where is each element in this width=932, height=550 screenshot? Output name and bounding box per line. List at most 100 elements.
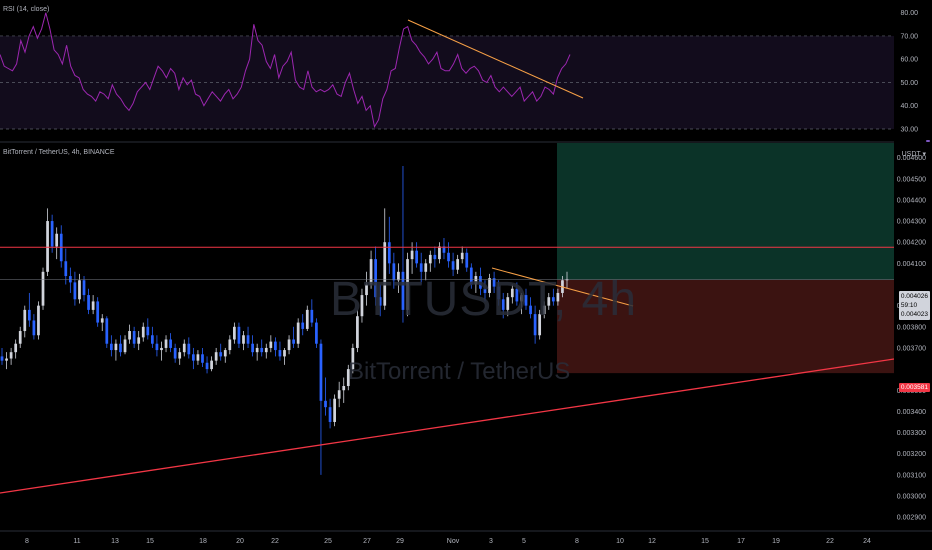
rsi-axis[interactable]: 80.00 70.00 60.00 50.00 40.00 30.00 [900, 10, 918, 133]
candle-body [214, 352, 218, 361]
candle-body [23, 309, 27, 332]
candle-body [73, 282, 77, 300]
candle-body [242, 335, 245, 344]
candle-body [383, 242, 387, 306]
candle-body [406, 259, 409, 310]
candle-body [474, 276, 478, 285]
time-tick-label: 15 [701, 538, 709, 545]
time-tick-label: Nov [447, 538, 460, 545]
candle-body [424, 263, 428, 272]
candle-body [333, 398, 336, 422]
currency-value: USDT [901, 151, 921, 158]
candle-body [401, 271, 405, 310]
candle-body [492, 278, 496, 287]
candle-body [538, 314, 542, 336]
candle-body [542, 305, 546, 315]
time-tick-label: 10 [616, 538, 624, 545]
time-tick-label: 8 [25, 538, 29, 545]
symbol-title[interactable]: BitTorrent / TetherUS, 4h, BINANCE [3, 149, 115, 156]
candle-body [18, 331, 22, 344]
candle-body [55, 233, 59, 247]
rsi-line-group [0, 12, 571, 129]
candle-body [479, 276, 482, 289]
time-tick-label: 18 [199, 538, 207, 545]
current-price-value: 0.004026 [900, 293, 928, 300]
candles [0, 166, 569, 475]
candle-body [397, 271, 400, 281]
candle-body [32, 320, 36, 336]
candle-body [123, 339, 127, 353]
candle-body [360, 295, 364, 317]
candle-body [497, 286, 501, 300]
candle-body [296, 322, 300, 344]
candle-body [433, 254, 437, 260]
candle-body [128, 331, 131, 340]
candle-body [228, 339, 232, 351]
price-tick-label: 0.004400 [897, 197, 926, 204]
support-trendline[interactable] [0, 358, 895, 494]
current-price-tag: 0.004026 59:10 0.004023 [898, 291, 930, 320]
drawings [0, 246, 895, 494]
candle-body [356, 316, 359, 348]
candle-body [201, 354, 204, 363]
rsi-line [0, 12, 571, 129]
rsi-tick-label: 30.00 [900, 127, 918, 134]
rsi-tick-label: 70.00 [900, 33, 918, 40]
candle-body [182, 343, 186, 353]
candle-body [337, 390, 341, 399]
candle-body [82, 280, 86, 296]
bar-countdown: 59:10 [900, 302, 918, 309]
time-tick-label: 19 [772, 538, 780, 545]
candle-body [287, 339, 291, 351]
candle-body [415, 250, 419, 264]
candle-body [50, 221, 54, 247]
rsi-trendline[interactable] [407, 19, 584, 99]
candle-body [173, 347, 177, 359]
candle-body [342, 386, 346, 391]
rsi-tick-label: 80.00 [900, 10, 918, 17]
candle-body [483, 288, 487, 293]
stop-loss-zone[interactable] [557, 279, 894, 374]
candle-body [438, 246, 441, 260]
candle-body [246, 335, 250, 344]
candle-body [501, 299, 505, 310]
candle-body [251, 343, 254, 353]
candle-body [551, 297, 555, 302]
time-tick-label: 29 [396, 538, 404, 545]
candle-body [109, 343, 113, 351]
rsi-levels [0, 35, 894, 130]
candle-body [91, 301, 95, 310]
price-axis[interactable]: 0.004600 0.004500 0.004400 0.004300 0.004200… [894, 143, 932, 530]
candle-body [369, 259, 373, 285]
candle-body [114, 343, 118, 351]
price-tick-label: 0.003700 [897, 345, 926, 352]
price-tick-label: 0.003100 [897, 472, 926, 479]
candle-body [328, 407, 332, 422]
time-tick-label: 13 [111, 538, 119, 545]
candle-body [515, 288, 519, 302]
candle-body [160, 347, 163, 351]
price-tick-label: 0.004100 [897, 261, 926, 268]
target-price-tag [926, 140, 930, 142]
candle-body [196, 354, 200, 361]
candle-body [119, 343, 122, 353]
time-tick-label: 24 [863, 538, 871, 545]
candle-body [310, 309, 314, 323]
candle-body [264, 347, 268, 353]
candle-body [365, 284, 368, 296]
time-axis[interactable]: 8 11 13 15 18 20 22 25 27 29 Nov 3 5 8 10 12 15 17 19 22 24 [0, 530, 932, 545]
candle-body [0, 356, 4, 361]
candle-body [210, 360, 213, 370]
profit-target-zone[interactable] [557, 143, 894, 280]
time-tick-label: 27 [363, 538, 371, 545]
price-trendline[interactable] [491, 267, 634, 307]
candle-body [278, 350, 282, 357]
candle-body [27, 309, 31, 321]
candle-body [37, 305, 40, 336]
time-tick-label: 25 [324, 538, 332, 545]
candle-body [374, 259, 377, 298]
price-tick-label: 0.002900 [897, 515, 926, 522]
price-tick-label: 0.003800 [897, 324, 926, 331]
watermark-name: BitTorrent / TetherUS [348, 358, 571, 385]
